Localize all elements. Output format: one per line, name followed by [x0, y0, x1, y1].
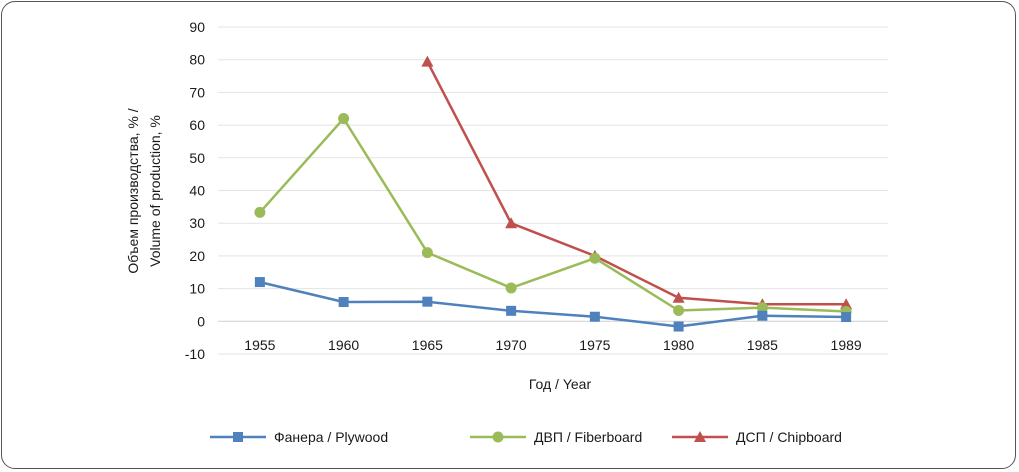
- y-tick-label: 20: [189, 248, 205, 264]
- x-tick-label: 1989: [831, 337, 862, 353]
- data-point: [757, 310, 768, 321]
- series-2: [254, 113, 852, 317]
- x-axis-ticks: 1955 1960 1965 1970 1975 1980 1985 1989: [244, 337, 862, 353]
- x-tick-label: 1975: [579, 337, 610, 353]
- y-tick-label: 90: [189, 19, 205, 35]
- legend: Фанера / Plywood ДВП / Fiberboard ДСП / Ch…: [210, 429, 842, 445]
- series-1: [254, 277, 852, 332]
- data-point: [840, 298, 853, 310]
- legend-marker: [233, 432, 243, 442]
- data-point: [254, 206, 266, 218]
- data-point: [254, 277, 265, 288]
- data-point: [505, 217, 518, 229]
- y-tick-label: 70: [189, 84, 205, 100]
- legend-label: ДВП / Fiberboard: [534, 429, 642, 445]
- series-line: [258, 117, 847, 313]
- series-line: [259, 280, 847, 328]
- series-layer: [254, 55, 853, 332]
- data-point: [672, 291, 685, 303]
- x-tick-label: 1970: [496, 337, 527, 353]
- x-tick-label: 1980: [663, 337, 694, 353]
- gridlines: [218, 26, 888, 355]
- x-tick-label: 1965: [412, 337, 443, 353]
- legend-marker: [694, 431, 706, 442]
- data-point: [338, 113, 350, 125]
- legend-item: ДВП / Fiberboard: [470, 429, 642, 445]
- data-point: [589, 311, 600, 322]
- series-3: [421, 55, 853, 310]
- series-line: [426, 61, 847, 306]
- legend-label: Фанера / Plywood: [274, 429, 388, 445]
- y-tick-label: 40: [189, 183, 205, 199]
- data-point: [506, 305, 517, 316]
- x-axis-label: Год / Year: [529, 376, 592, 392]
- data-point: [338, 297, 349, 308]
- data-point: [421, 55, 434, 67]
- x-tick-label: 1960: [328, 337, 359, 353]
- y-tick-label: 50: [189, 150, 205, 166]
- data-point: [673, 305, 685, 317]
- y-axis-label-line1: Объем производства, % /: [125, 108, 141, 273]
- y-axis-label-line2: Volume of production, %: [147, 115, 163, 267]
- data-point: [589, 252, 601, 264]
- data-point: [505, 282, 517, 294]
- legend-marker: [492, 431, 504, 443]
- legend-item: Фанера / Plywood: [210, 429, 388, 445]
- y-tick-label: 60: [189, 117, 205, 133]
- data-point: [421, 247, 433, 259]
- legend-item: ДСП / Chipboard: [672, 429, 842, 445]
- data-point: [673, 321, 684, 332]
- x-tick-label: 1955: [244, 337, 275, 353]
- data-point: [422, 296, 433, 307]
- y-axis-ticks: -10 0 10 20 30 40 50 60 70 80 90: [185, 19, 205, 362]
- legend-label: ДСП / Chipboard: [736, 429, 842, 445]
- x-tick-label: 1985: [747, 337, 778, 353]
- y-tick-label: 80: [189, 52, 205, 68]
- data-point: [756, 302, 768, 314]
- y-tick-label: 10: [189, 281, 205, 297]
- y-tick-label: 0: [197, 313, 205, 329]
- data-point: [841, 312, 852, 323]
- y-tick-label: -10: [185, 346, 205, 362]
- y-tick-label: 30: [189, 215, 205, 231]
